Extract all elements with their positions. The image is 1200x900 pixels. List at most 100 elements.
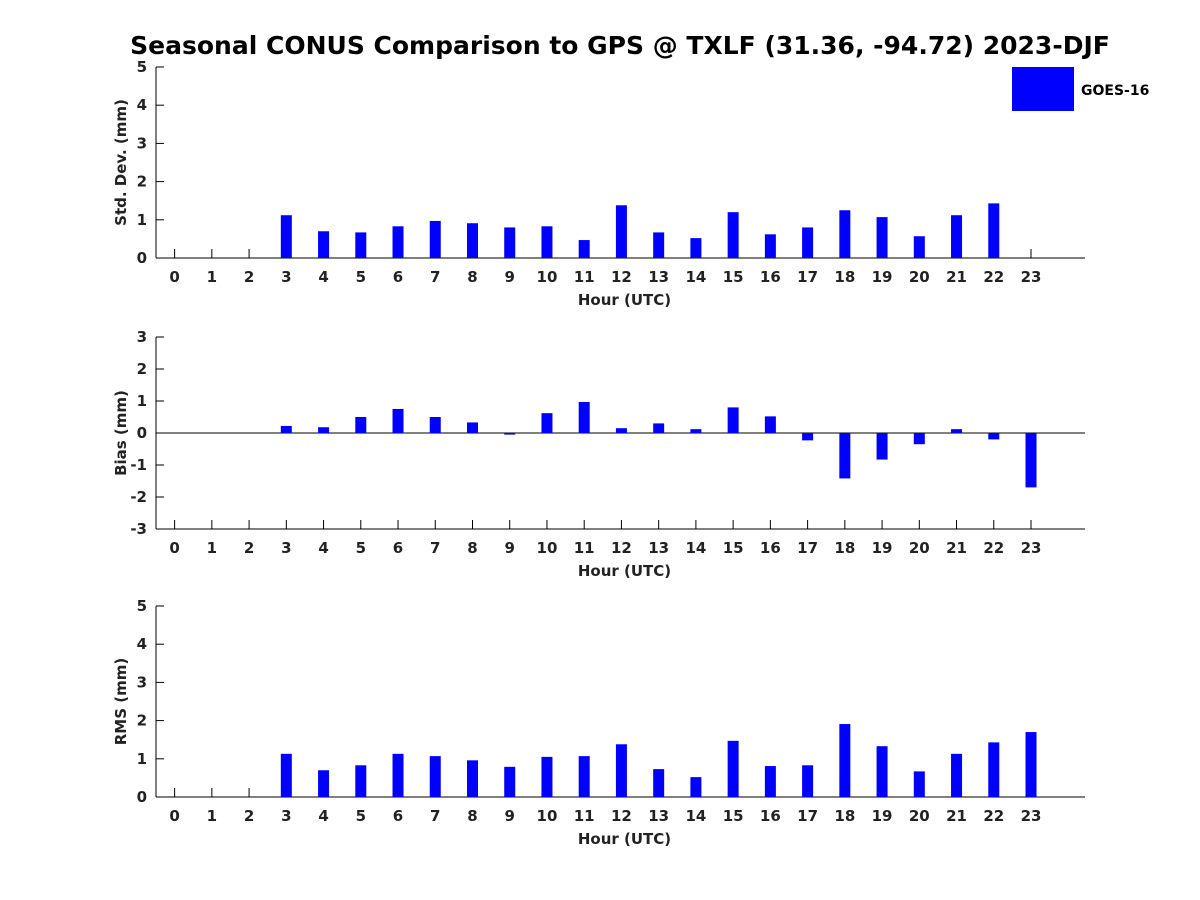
bar-hour-4 <box>318 427 330 433</box>
bar-hour-11 <box>578 756 590 797</box>
x-tick-label: 1 <box>207 268 217 286</box>
y-tick-label: -1 <box>130 456 147 474</box>
bar-hour-14 <box>690 238 702 258</box>
x-tick-label: 6 <box>393 268 403 286</box>
y-axis-label: Bias (mm) <box>112 390 130 476</box>
y-tick-label: 4 <box>137 635 147 653</box>
x-tick-label: 20 <box>909 539 930 557</box>
bar-hour-21 <box>951 753 963 797</box>
x-axis-label: Hour (UTC) <box>578 562 671 580</box>
x-tick-label: 21 <box>946 268 967 286</box>
bar-hour-5 <box>355 765 367 797</box>
bar-hour-21 <box>951 429 963 433</box>
bar-hour-14 <box>690 429 702 433</box>
y-tick-label: 0 <box>137 788 147 806</box>
bar-hour-23 <box>1025 732 1037 797</box>
x-tick-label: 10 <box>537 539 558 557</box>
x-tick-label: 4 <box>318 807 328 825</box>
bar-hour-22 <box>988 742 1000 797</box>
bar-hour-9 <box>504 766 516 797</box>
legend-label: GOES-16 <box>1081 83 1149 99</box>
x-tick-label: 6 <box>393 807 403 825</box>
x-tick-label: 11 <box>574 268 595 286</box>
bar-hour-20 <box>913 236 925 258</box>
bar-hour-12 <box>615 205 627 258</box>
x-tick-label: 20 <box>909 268 930 286</box>
x-tick-label: 15 <box>723 807 744 825</box>
x-tick-label: 18 <box>834 539 855 557</box>
bar-hour-10 <box>541 226 553 258</box>
x-tick-label: 0 <box>169 539 179 557</box>
x-tick-label: 12 <box>611 807 632 825</box>
y-tick-label: -2 <box>130 488 147 506</box>
x-tick-label: 11 <box>574 807 595 825</box>
x-tick-label: 23 <box>1021 268 1042 286</box>
x-tick-label: 12 <box>611 539 632 557</box>
x-tick-label: 2 <box>244 268 254 286</box>
bar-hour-4 <box>318 231 330 258</box>
x-tick-label: 4 <box>318 268 328 286</box>
chart-title: Seasonal CONUS Comparison to GPS @ TXLF … <box>130 31 1110 60</box>
x-tick-label: 13 <box>648 807 669 825</box>
bar-hour-12 <box>615 428 627 433</box>
bar-hour-9 <box>504 227 516 258</box>
x-tick-label: 5 <box>356 268 366 286</box>
x-tick-label: 8 <box>467 807 477 825</box>
x-tick-label: 17 <box>797 268 818 286</box>
x-tick-label: 10 <box>537 268 558 286</box>
x-tick-label: 8 <box>467 539 477 557</box>
bar-hour-19 <box>876 433 888 460</box>
x-tick-label: 2 <box>244 539 254 557</box>
bar-hour-13 <box>653 423 665 433</box>
bar-hour-7 <box>429 756 441 797</box>
bar-hour-6 <box>392 753 404 797</box>
bar-hour-20 <box>913 433 925 445</box>
bar-hour-17 <box>802 433 814 441</box>
x-tick-label: 22 <box>983 807 1004 825</box>
y-tick-label: 5 <box>137 58 147 76</box>
y-axis-label: Std. Dev. (mm) <box>112 99 130 226</box>
bar-hour-10 <box>541 756 553 797</box>
bar-hour-17 <box>802 227 814 258</box>
x-tick-label: 9 <box>505 268 515 286</box>
bar-hour-11 <box>578 401 590 433</box>
y-tick-label: 0 <box>137 424 147 442</box>
bar-hour-18 <box>839 724 851 797</box>
x-axis-label: Hour (UTC) <box>578 830 671 848</box>
y-tick-label: 1 <box>137 211 147 229</box>
x-tick-label: 3 <box>281 268 291 286</box>
bar-hour-7 <box>429 417 441 433</box>
bar-hour-14 <box>690 777 702 797</box>
x-tick-label: 16 <box>760 807 781 825</box>
x-tick-label: 2 <box>244 807 254 825</box>
x-tick-label: 5 <box>356 807 366 825</box>
x-tick-label: 18 <box>834 807 855 825</box>
x-tick-label: 23 <box>1021 539 1042 557</box>
bar-hour-15 <box>727 212 739 258</box>
y-tick-label: 2 <box>137 173 147 191</box>
x-tick-label: 19 <box>872 807 893 825</box>
bar-hour-19 <box>876 746 888 797</box>
bar-hour-21 <box>951 215 963 258</box>
x-tick-label: 6 <box>393 539 403 557</box>
bar-hour-22 <box>988 433 1000 440</box>
x-tick-label: 9 <box>505 807 515 825</box>
x-tick-label: 15 <box>723 539 744 557</box>
legend: GOES-16 <box>1012 67 1149 111</box>
bar-hour-6 <box>392 409 404 433</box>
x-tick-label: 22 <box>983 268 1004 286</box>
x-tick-label: 20 <box>909 807 930 825</box>
x-tick-label: 11 <box>574 539 595 557</box>
bar-hour-3 <box>280 215 292 258</box>
y-tick-label: 3 <box>137 328 147 346</box>
x-tick-label: 14 <box>685 807 706 825</box>
y-tick-label: 3 <box>137 673 147 691</box>
x-tick-label: 19 <box>872 539 893 557</box>
x-tick-label: 3 <box>281 539 291 557</box>
y-tick-label: 1 <box>137 750 147 768</box>
bar-hour-16 <box>764 234 776 258</box>
y-tick-label: 3 <box>137 134 147 152</box>
bar-hour-17 <box>802 765 814 797</box>
